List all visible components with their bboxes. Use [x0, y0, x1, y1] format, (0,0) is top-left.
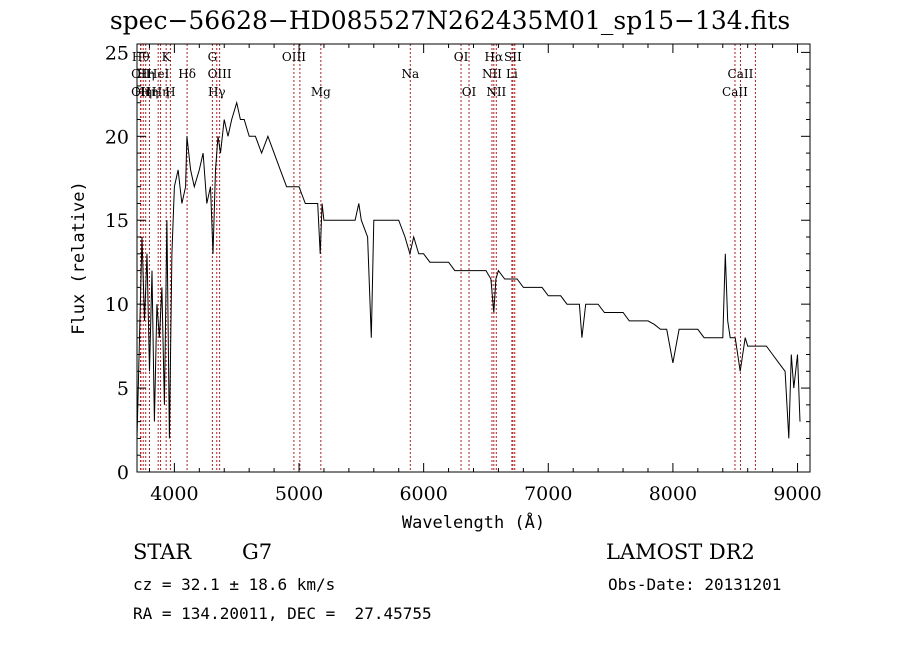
line-marker-label: Hθ — [132, 50, 150, 64]
coordinates: RA = 134.20011, DEC = 27.45755 — [133, 604, 432, 623]
x-tick-label: 8000 — [649, 483, 697, 505]
line-marker-label: OI — [454, 50, 469, 64]
line-marker-label: CaII — [722, 85, 748, 99]
line-marker-label: Li — [506, 67, 518, 81]
line-marker-label: Na — [401, 67, 419, 81]
x-axis-label: Wavelength (Å) — [402, 511, 545, 533]
line-marker-label: CaII — [728, 67, 754, 81]
x-tick-label: 7000 — [524, 483, 572, 505]
y-tick-label: 0 — [117, 462, 129, 484]
line-marker-label: Hα — [485, 50, 504, 64]
line-markers — [140, 44, 756, 472]
x-axis: 4000 5000 6000 7000 8000 9000 — [148, 44, 822, 505]
redshift-value: cz = 32.1 ± 18.6 km/s — [133, 575, 336, 594]
y-tick-label: 15 — [105, 210, 129, 232]
x-tick-label: 4000 — [150, 483, 198, 505]
line-marker-label: Hη — [152, 85, 170, 99]
observation-date: Obs-Date: 20131201 — [608, 575, 782, 594]
line-marker-label: Hη — [137, 67, 155, 81]
x-tick-label: 5000 — [275, 483, 323, 505]
spectrum-line — [136, 100, 801, 439]
line-marker-label: OII — [131, 67, 151, 81]
object-subclass: G7 — [242, 540, 273, 564]
line-marker-label: Hη — [141, 85, 159, 99]
line-marker-label: H — [165, 85, 175, 99]
line-marker-label: Mg — [311, 85, 331, 99]
line-marker-label: OIII — [208, 67, 232, 81]
object-class: STAR — [133, 540, 192, 564]
survey-name: LAMOST DR2 — [606, 540, 755, 564]
line-marker-label: OI — [462, 85, 477, 99]
line-marker-label: OII — [131, 85, 151, 99]
line-marker-label: K — [162, 50, 172, 64]
line-marker-label: HeI — [147, 67, 170, 81]
y-axis-label: Flux (relative) — [69, 181, 89, 335]
y-tick-label: 20 — [105, 126, 129, 148]
y-axis: 0 5 10 15 20 25 — [105, 42, 810, 484]
line-marker-label: NII — [482, 67, 502, 81]
line-marker-label: NII — [486, 85, 506, 99]
line-marker-label: Hγ — [208, 85, 226, 99]
x-tick-label: 6000 — [399, 483, 447, 505]
line-marker-label: Hη — [134, 85, 152, 99]
x-tick-label: 9000 — [773, 483, 821, 505]
y-tick-label: 25 — [105, 42, 129, 64]
chart-title: spec−56628−HD085527N262435M01_sp15−134.f… — [109, 6, 791, 35]
line-marker-label: G — [208, 50, 218, 64]
line-marker-label: OIII — [282, 50, 306, 64]
y-tick-label: 10 — [105, 294, 129, 316]
line-marker-label: SII — [504, 50, 522, 64]
line-marker-labels: HθOIIOIIHηHηHηHeIHηKHHδGHγOIIIOIIIMgNaOI… — [131, 50, 754, 99]
line-marker-label: Hδ — [178, 67, 196, 81]
y-tick-label: 5 — [117, 378, 129, 400]
